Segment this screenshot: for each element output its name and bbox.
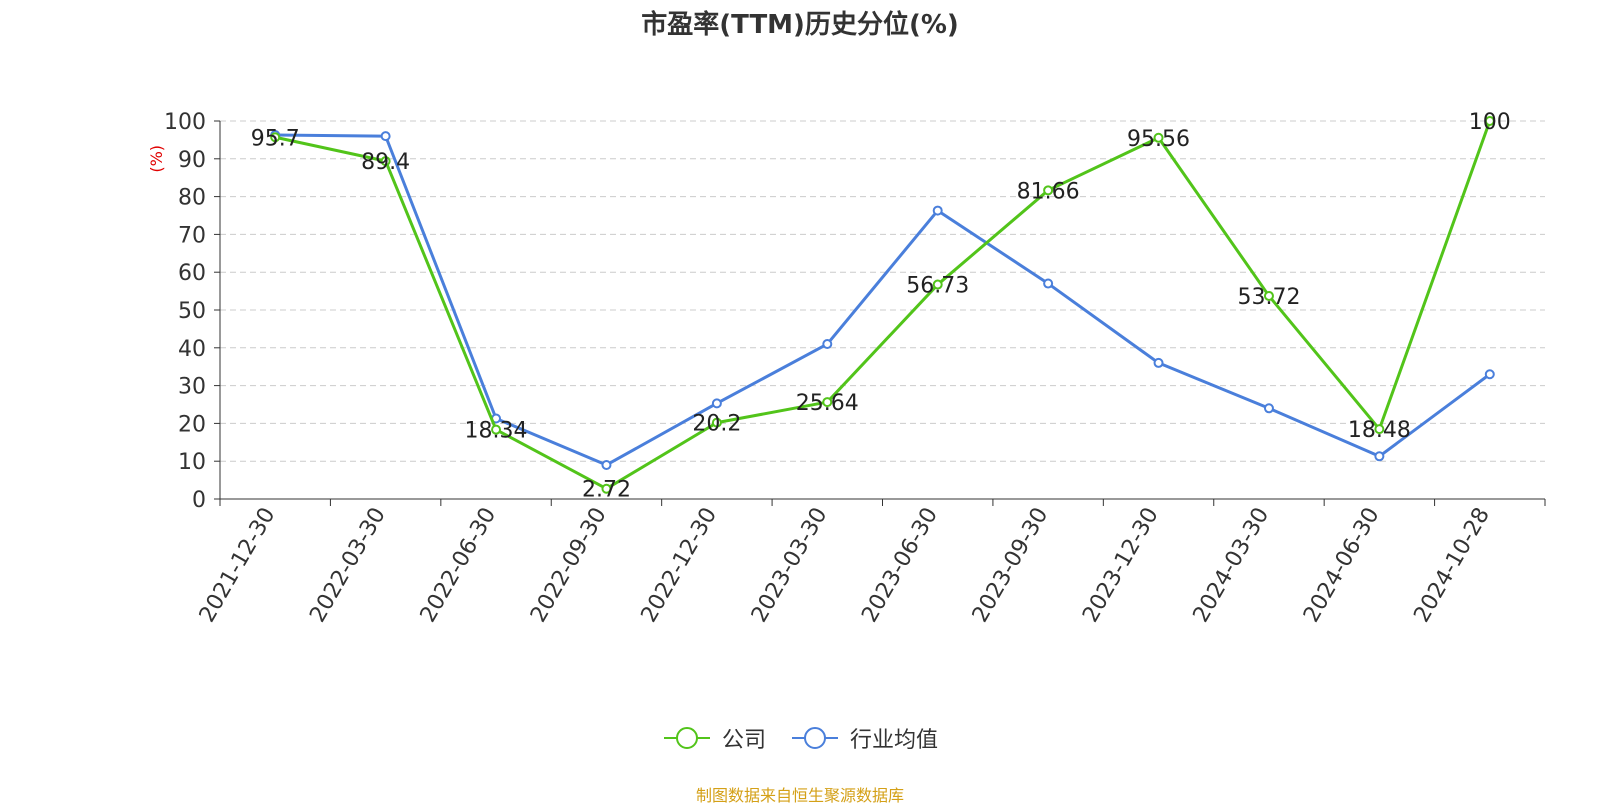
x-tick-label: 2022-06-30 — [416, 503, 502, 626]
data-point — [1484, 369, 1495, 380]
legend-company-label: 公司 — [721, 728, 766, 753]
data-point — [822, 339, 833, 350]
legend-company-icon — [663, 727, 710, 749]
x-tick-label: 2024-10-28 — [1409, 504, 1495, 627]
data-label: 100 — [1469, 110, 1511, 135]
y-tick-label: 30 — [178, 375, 206, 400]
data-label: 95.56 — [1127, 127, 1190, 152]
data-label: 89.4 — [361, 150, 410, 175]
legend-item-industry[interactable]: 行业均值 — [790, 722, 938, 754]
x-tick-label: 2021-12-30 — [195, 504, 281, 627]
y-tick-label: 100 — [164, 110, 206, 135]
data-point — [1043, 278, 1054, 289]
data-point — [1153, 357, 1164, 368]
data-label: 56.73 — [906, 274, 969, 299]
x-tick-label: 2022-09-30 — [526, 504, 612, 627]
x-tick-label: 2023-03-30 — [747, 504, 833, 627]
data-point — [1374, 451, 1385, 462]
data-point — [601, 483, 612, 494]
data-point — [711, 398, 722, 409]
data-label: 53.72 — [1237, 285, 1300, 310]
y-tick-label: 0 — [192, 488, 206, 513]
data-point — [601, 459, 612, 470]
series-line-0 — [274, 120, 1492, 491]
data-label: 20.2 — [692, 412, 741, 437]
x-tick-label: 2023-12-30 — [1078, 504, 1164, 627]
y-tick-label: 70 — [178, 223, 206, 248]
x-tick-label: 2023-06-30 — [857, 503, 943, 626]
legend: 公司 行业均值 — [0, 722, 1600, 754]
data-label: 81.66 — [1017, 179, 1080, 204]
legend-item-company[interactable]: 公司 — [662, 722, 766, 754]
data-point — [1263, 290, 1274, 301]
y-tick-label: 50 — [178, 299, 206, 324]
x-tick-label: 2022-12-30 — [636, 504, 722, 627]
data-point — [270, 132, 281, 143]
x-tick-label: 2023-09-30 — [968, 504, 1054, 627]
data-point — [932, 279, 943, 290]
data-point — [932, 205, 943, 216]
data-point — [491, 424, 502, 435]
series-line-1 — [275, 133, 1491, 467]
data-label: 95.7 — [251, 126, 300, 151]
data-label: 25.64 — [796, 391, 859, 416]
y-tick-label: 80 — [178, 186, 206, 211]
x-tick-label: 2024-03-30 — [1189, 504, 1275, 627]
data-point — [711, 417, 722, 428]
data-point — [380, 131, 391, 142]
data-point — [1263, 403, 1274, 414]
data-point — [1153, 132, 1164, 143]
line-chart: 0 10 20 30 40 50 60 70 80 90 100 (%) 2021-12-30 2022-… — [147, 110, 1546, 627]
data-label: 18.34 — [465, 419, 528, 444]
data-point — [1484, 116, 1495, 126]
x-tick-label: 2024-06-30 — [1299, 504, 1385, 627]
x-tick-label: 2022-03-30 — [305, 504, 391, 627]
legend-industry-icon — [792, 727, 838, 749]
legend-industry-label: 行业均值 — [850, 728, 939, 753]
y-axis-label: (%) — [147, 145, 166, 173]
data-label: 2.72 — [582, 478, 631, 503]
data-point — [1374, 424, 1385, 435]
data-point — [822, 397, 833, 408]
y-tick-label: 20 — [178, 412, 206, 437]
data-point — [380, 156, 391, 167]
y-tick-label: 40 — [178, 337, 206, 362]
data-point — [1043, 185, 1054, 196]
y-tick-label: 60 — [178, 261, 206, 286]
source-footer: 制图数据来自恒生聚源数据库 — [695, 786, 904, 805]
chart-title: 市盈率(TTM)历史分位(%) — [641, 10, 959, 40]
y-tick-label: 90 — [178, 148, 206, 173]
data-label: 18.48 — [1348, 418, 1411, 443]
y-tick-label: 10 — [178, 450, 206, 475]
